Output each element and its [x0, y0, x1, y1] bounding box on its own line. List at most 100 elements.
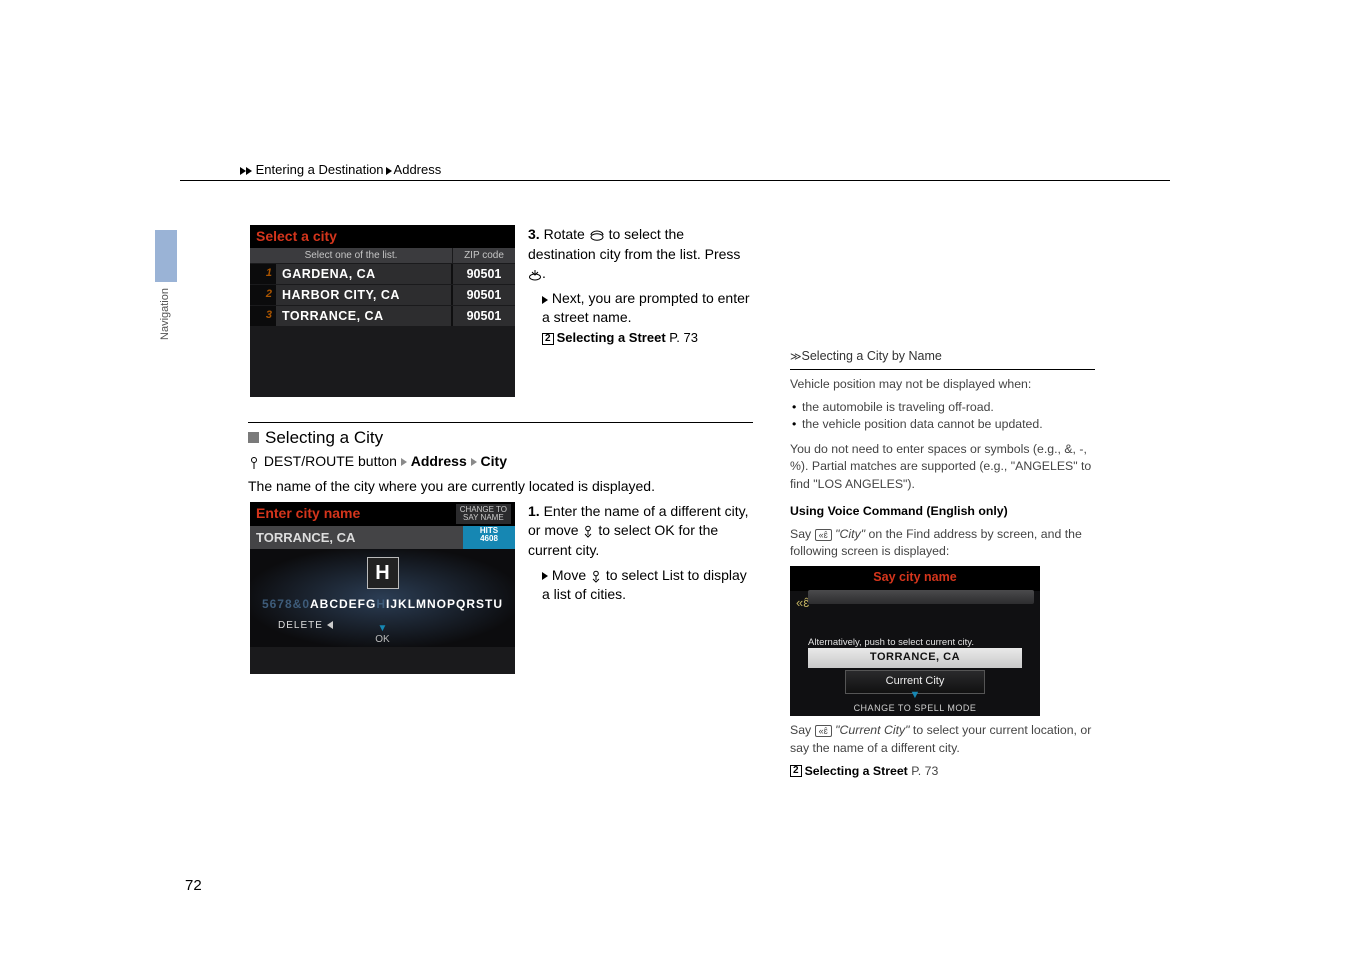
current-city-display: TORRANCE, CA — [808, 648, 1022, 667]
row-zip: 90501 — [453, 306, 515, 326]
alpha-dim: 5678&0 — [262, 597, 310, 611]
change-mode-button[interactable]: CHANGE TO SAY NAME — [456, 504, 511, 524]
sidebar-paragraph: Say «ɛ̂ "Current City" to select your cu… — [790, 722, 1095, 756]
xref-page: P. 73 — [669, 330, 698, 345]
dest-button-icon — [248, 454, 260, 470]
sidebar-bullet-list: the automobile is traveling off-road. th… — [790, 399, 1095, 433]
step-number: 3. — [528, 226, 540, 242]
text: Say — [790, 527, 815, 541]
sidebar-paragraph: You do not need to enter spaces or symbo… — [790, 441, 1095, 493]
xref-label: Selecting a Street — [805, 764, 908, 778]
city-row[interactable]: 1 GARDENA, CA 90501 — [250, 264, 515, 284]
sidebar-section-title: Using Voice Command (English only) — [790, 503, 1095, 520]
alpha-selected: H — [376, 597, 386, 611]
sidebar-paragraph: Say «ɛ̂ "City" on the Find address by sc… — [790, 526, 1095, 560]
list-word: List — [662, 567, 684, 583]
city-row[interactable]: 2 HARBOR CITY, CA 90501 — [250, 285, 515, 305]
alphabet-strip: 5678&0ABCDEFGHIJKLMNOPQRSTU — [250, 597, 515, 611]
breadcrumb: Entering a DestinationAddress — [240, 162, 441, 177]
step-text: Rotate — [544, 226, 589, 242]
side-tab-label: Navigation — [159, 288, 171, 340]
row-index: 3 — [250, 306, 276, 326]
keyboard-area[interactable]: H 5678&0ABCDEFGHIJKLMNOPQRSTU DELETE ▼ O… — [250, 549, 515, 647]
text: on the Find address by screen, and the f… — [790, 527, 1082, 558]
step-subtext: to select — [602, 567, 662, 583]
screenshot-title: Select a city — [250, 225, 515, 248]
breadcrumb-part2: Address — [394, 162, 442, 177]
sidebar-chevron-icon: ≫ — [790, 350, 799, 365]
step-subtext: Next, you are prompted to enter a street… — [542, 290, 750, 325]
row-city: HARBOR CITY, CA — [276, 285, 451, 305]
triangle-bullet-icon — [542, 572, 548, 580]
nav-path-button-label: DEST/ROUTE button — [264, 453, 397, 469]
sidebar-heading: ≫Selecting a City by Name — [790, 348, 1095, 369]
row-zip: 90501 — [453, 264, 515, 284]
subhead-zip-label: ZIP code — [453, 248, 515, 263]
voice-input-bar[interactable] — [808, 590, 1034, 604]
page-number: 72 — [185, 877, 202, 894]
city-input-value[interactable]: TORRANCE, CA — [250, 526, 463, 549]
screenshot-enter-city: Enter city name CHANGE TO SAY NAME TORRA… — [250, 502, 515, 674]
nav-path-item: Address — [411, 453, 467, 469]
move-joystick-icon — [590, 566, 602, 585]
hits-value: 4608 — [463, 535, 515, 543]
voice-command-word: "Current City" — [835, 723, 909, 737]
sidebar-xref: 2Selecting a Street P. 73 — [790, 763, 1095, 780]
change-mode-line2: SAY NAME — [460, 514, 507, 522]
link-arrow-icon: 2 — [790, 765, 802, 777]
step-text: . — [542, 265, 546, 281]
side-tab: Navigation — [155, 230, 185, 370]
voice-icon: «ɛ̂ — [815, 529, 832, 541]
xref-page: P. 73 — [911, 764, 938, 778]
alpha-bright: ABCDEFG — [310, 597, 376, 611]
selected-char: H — [367, 557, 399, 589]
sidebar-paragraph: Vehicle position may not be displayed wh… — [790, 376, 1095, 393]
screenshot-title: Enter city name — [250, 502, 452, 526]
breadcrumb-arrow-icon — [246, 167, 252, 175]
section-description: The name of the city where you are curre… — [248, 478, 655, 494]
ok-label: OK — [375, 634, 389, 645]
move-joystick-icon — [582, 522, 594, 541]
section-square-icon — [248, 432, 259, 443]
path-arrow-icon — [401, 458, 407, 466]
row-zip: 90501 — [453, 285, 515, 305]
hits-badge: HITS 4608 — [463, 526, 515, 549]
sidebar-bullet: the automobile is traveling off-road. — [804, 399, 1095, 416]
row-index: 1 — [250, 264, 276, 284]
link-arrow-icon: 2 — [542, 333, 554, 345]
rotate-dial-icon — [589, 226, 605, 245]
top-divider — [180, 180, 1170, 181]
ok-word: OK — [654, 522, 674, 538]
text: Say — [790, 723, 815, 737]
breadcrumb-arrow-icon — [386, 167, 392, 175]
voice-command-word: "City" — [835, 527, 865, 541]
nav-path-item: City — [481, 453, 507, 469]
step-3: 3. Rotate to select the destination city… — [528, 225, 753, 347]
city-row[interactable]: 3 TORRANCE, CA 90501 — [250, 306, 515, 326]
sidebar-bullet: the vehicle position data cannot be upda… — [804, 416, 1095, 433]
path-arrow-icon — [471, 458, 477, 466]
nav-path: DEST/ROUTE button Address City — [248, 453, 507, 470]
row-city: GARDENA, CA — [276, 264, 451, 284]
voice-icon: «ɛ̂ — [815, 725, 832, 737]
ok-row[interactable]: ▼ OK — [250, 623, 515, 647]
section-title: Selecting a City — [265, 428, 383, 447]
row-city: TORRANCE, CA — [276, 306, 451, 326]
side-tab-marker — [155, 230, 177, 282]
row-index: 2 — [250, 285, 276, 305]
sidebar-divider — [790, 369, 1095, 370]
push-dial-icon — [528, 264, 542, 283]
subhead-instruction: Select one of the list. — [250, 248, 453, 263]
section-heading: Selecting a City — [248, 422, 753, 448]
screenshot-title: Say city name — [790, 566, 1040, 591]
screenshot-select-city: Select a city Select one of the list. ZI… — [250, 225, 515, 397]
sidebar-title: Selecting a City by Name — [802, 349, 942, 363]
change-spell-mode-label[interactable]: CHANGE TO SPELL MODE — [790, 702, 1040, 715]
screenshot-say-city: Say city name «ɛ̂ Alternatively, push to… — [790, 566, 1040, 716]
sidebar-notes: ≫Selecting a City by Name Vehicle positi… — [790, 348, 1095, 786]
screenshot-subheader: Select one of the list. ZIP code — [250, 248, 515, 263]
down-arrow-icon: ▼ — [378, 623, 388, 634]
step-subtext: Move — [552, 567, 590, 583]
step-1: 1. Enter the name of a different city, o… — [528, 502, 753, 604]
xref-label: Selecting a Street — [557, 330, 666, 345]
